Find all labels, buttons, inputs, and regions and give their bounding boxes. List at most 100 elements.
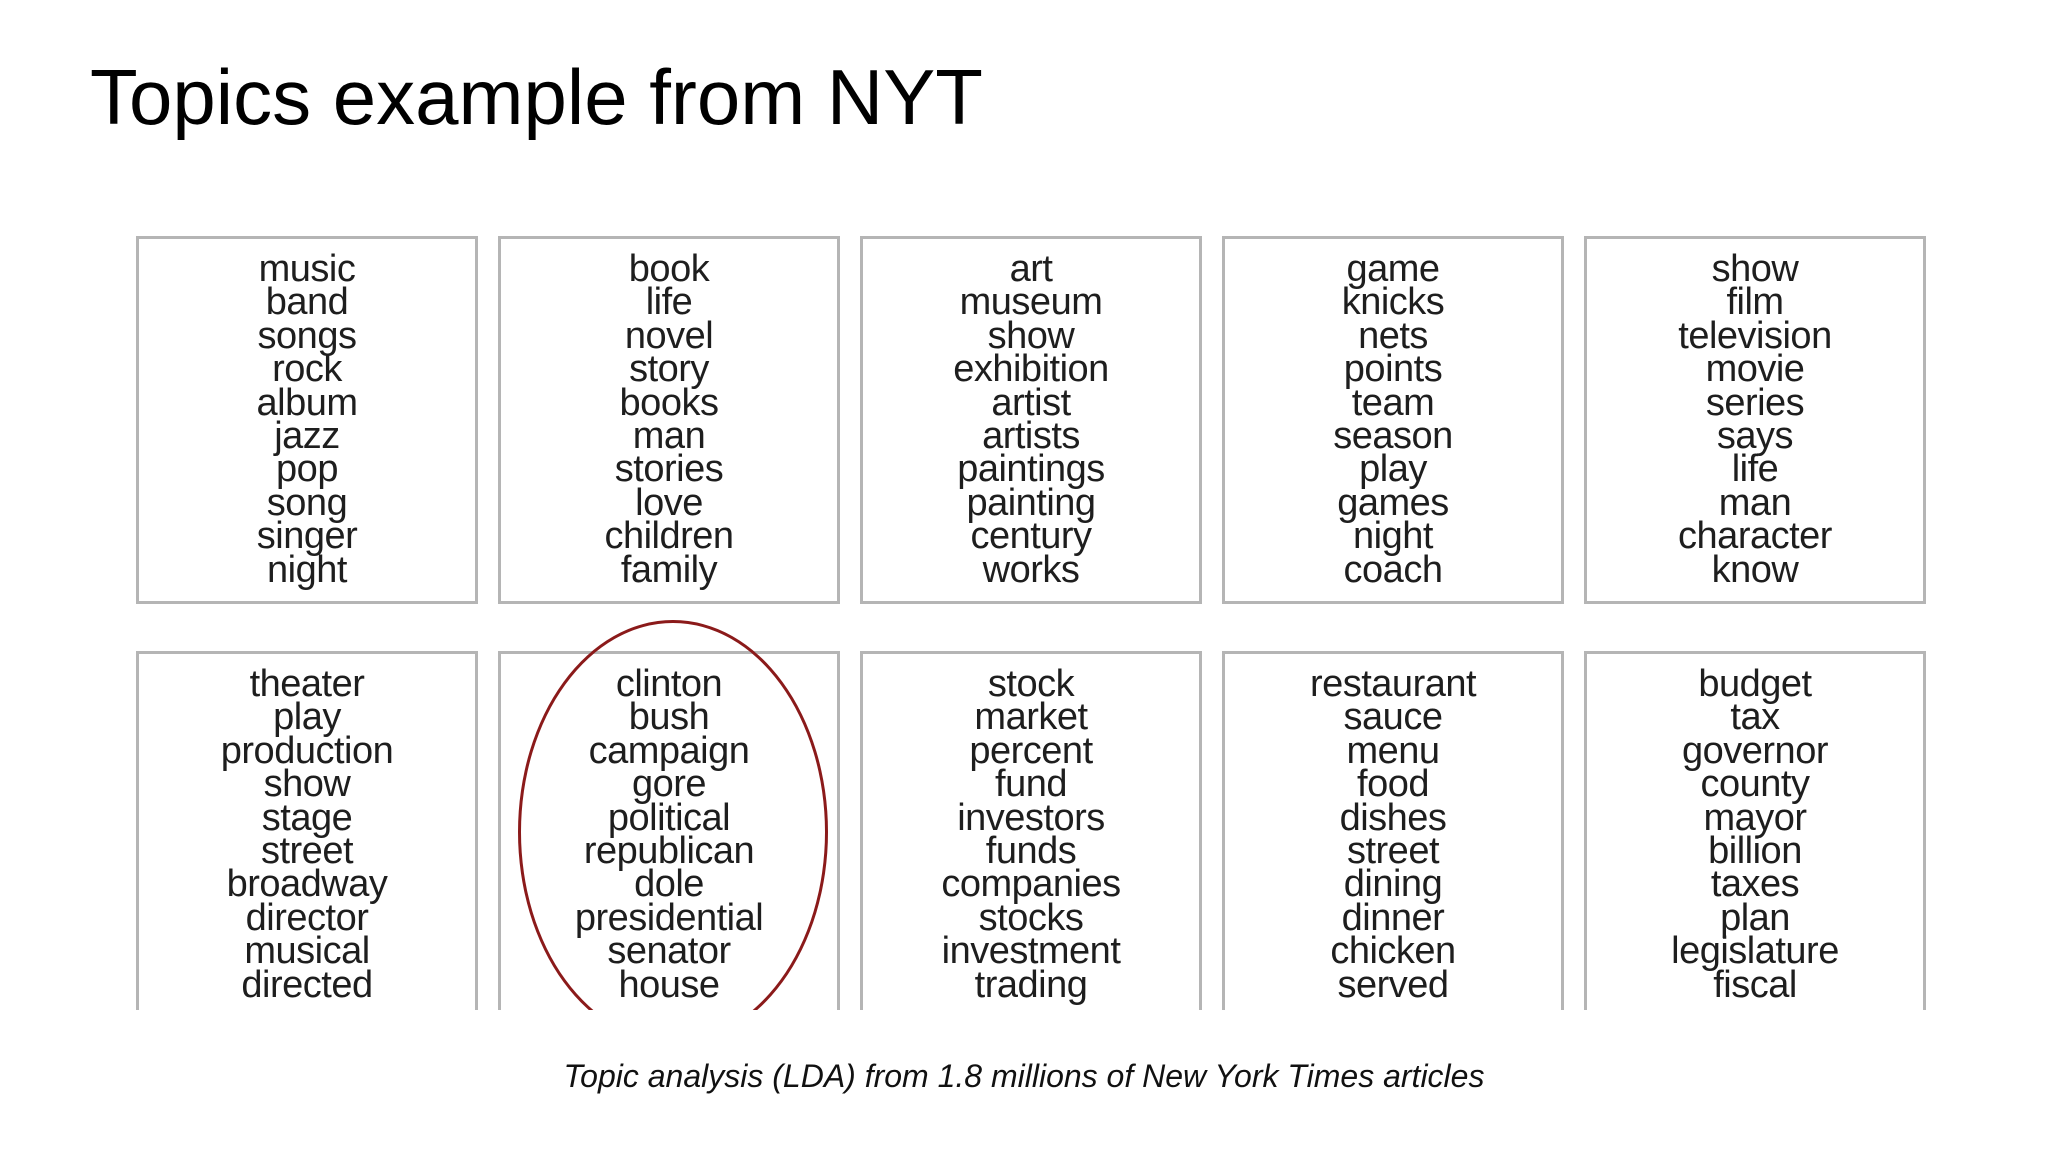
topic-word: film	[1726, 281, 1784, 324]
topic-word: singer	[256, 515, 358, 558]
topic-word: percent	[969, 729, 1093, 772]
topic-word-list: restaurant sauce menu food dishes street…	[1225, 654, 1561, 1006]
topic-word: directed	[241, 963, 373, 1006]
topic-word: book	[628, 248, 710, 290]
topic-word: games	[1337, 481, 1449, 524]
topic-word: man	[1718, 481, 1792, 524]
topic-word: rock	[272, 348, 342, 391]
topic-word: character	[1678, 515, 1832, 558]
topic-box-music: music band songs rock album jazz pop son…	[136, 236, 478, 604]
topic-word: night	[267, 548, 347, 591]
topic-word: game	[1346, 248, 1440, 290]
topic-word: museum	[959, 281, 1103, 324]
topic-box-film: show film television movie series says l…	[1584, 236, 1926, 604]
topic-word: menu	[1346, 729, 1440, 772]
topic-word: restaurant	[1309, 663, 1477, 705]
topic-word: nets	[1358, 314, 1428, 357]
topic-word-list: art museum show exhibition artist artist…	[863, 239, 1199, 591]
topic-word: album	[256, 381, 359, 424]
topic-word: investment	[941, 930, 1121, 973]
topic-word-list: clinton bush campaign gore political rep…	[501, 654, 837, 1004]
topic-word: tax	[1730, 696, 1780, 739]
topic-word: jazz	[274, 415, 340, 458]
topic-word: series	[1705, 381, 1805, 424]
topic-word: dining	[1343, 863, 1443, 906]
topic-word: funds	[985, 830, 1077, 873]
topic-box-sports: game knicks nets points team season play…	[1222, 236, 1564, 604]
topic-word: family	[620, 548, 718, 591]
topic-word: plan	[1720, 896, 1790, 939]
topic-word: exhibition	[953, 348, 1109, 391]
topic-word: says	[1716, 415, 1794, 458]
figure-caption: Topic analysis (LDA) from 1.8 millions o…	[563, 1058, 1485, 1094]
topic-word: musical	[244, 930, 370, 973]
topic-word-list: music band songs rock album jazz pop son…	[139, 239, 475, 591]
topic-word: night	[1353, 515, 1433, 558]
topic-word: production	[220, 729, 394, 772]
topic-word: fiscal	[1713, 963, 1797, 1006]
topic-word: points	[1343, 348, 1443, 391]
topic-word: dishes	[1339, 796, 1447, 839]
topic-word: dole	[634, 863, 704, 906]
topic-word: served	[1337, 963, 1449, 1006]
topic-word: republican	[583, 830, 755, 873]
topic-word: stories	[614, 448, 724, 491]
topic-word: life	[645, 281, 693, 324]
topic-word: county	[1700, 763, 1810, 806]
topic-word: stock	[987, 663, 1075, 705]
topic-box-food: restaurant sauce menu food dishes street…	[1222, 651, 1564, 1010]
topic-word: show	[1711, 248, 1799, 290]
topic-word: stocks	[978, 896, 1084, 939]
topic-word: man	[632, 415, 706, 458]
topic-word-list: game knicks nets points team season play…	[1225, 239, 1561, 591]
topic-word-list: book life novel story books man stories …	[501, 239, 837, 591]
topic-word: movie	[1705, 348, 1805, 391]
topic-word: life	[1731, 448, 1779, 491]
topic-word: broadway	[226, 863, 388, 906]
topic-word: budget	[1698, 663, 1812, 705]
topic-word: presidential	[574, 896, 764, 939]
topic-word: trading	[974, 963, 1088, 1006]
topic-word: century	[970, 515, 1092, 558]
topic-word-list: budget tax governor county mayor billion…	[1587, 654, 1923, 1006]
topic-box-government: budget tax governor county mayor billion…	[1584, 651, 1926, 1010]
topic-word: theater	[249, 663, 365, 705]
topic-word: love	[635, 481, 703, 524]
topic-word: songs	[257, 314, 357, 357]
topic-word: television	[1678, 314, 1832, 357]
topic-word: chicken	[1330, 930, 1456, 973]
topic-word: paintings	[957, 448, 1105, 491]
topic-word: stage	[261, 796, 353, 839]
topic-word: play	[1359, 448, 1427, 491]
topic-word: fund	[995, 763, 1067, 806]
topic-box-theater: theater play production show stage stree…	[136, 651, 478, 1010]
topic-word: story	[629, 348, 709, 391]
topic-word-list: show film television movie series says l…	[1587, 239, 1923, 591]
topic-word: sauce	[1343, 696, 1443, 739]
topic-word: legislature	[1671, 930, 1839, 973]
topic-word: clinton	[615, 663, 723, 705]
topic-word: street	[260, 830, 354, 873]
topic-word: know	[1711, 548, 1799, 591]
topic-word: director	[245, 896, 369, 939]
topic-word: band	[265, 281, 349, 324]
topic-box-books: book life novel story books man stories …	[498, 236, 840, 604]
topic-word: pop	[276, 448, 338, 491]
topic-word: dinner	[1341, 896, 1445, 939]
topic-word: play	[273, 696, 341, 739]
topic-word: music	[258, 248, 356, 290]
topic-word: team	[1351, 381, 1435, 424]
topic-word: senator	[607, 930, 731, 973]
topic-word: novel	[624, 314, 714, 357]
topic-word: food	[1357, 763, 1429, 806]
topic-word: investors	[957, 796, 1105, 839]
topic-word-list: stock market percent fund investors fund…	[863, 654, 1199, 1006]
topic-word: works	[982, 548, 1080, 591]
topic-word: artists	[982, 415, 1080, 458]
topic-word: bush	[628, 696, 710, 739]
topic-word: song	[266, 481, 348, 524]
topic-word: coach	[1343, 548, 1443, 591]
topic-word: billion	[1708, 830, 1802, 873]
topic-word: season	[1333, 415, 1453, 458]
